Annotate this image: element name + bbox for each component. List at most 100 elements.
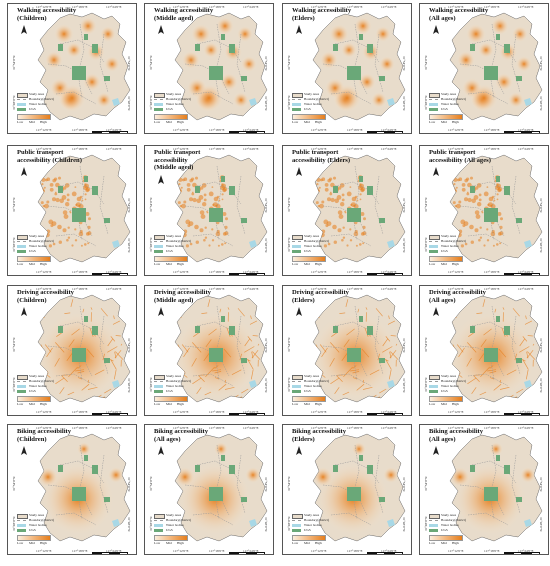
map-title: Walking accessibility (Middle aged) xyxy=(154,7,214,22)
legend-label: Study Area xyxy=(304,92,320,96)
legend-label: Boundary(district) xyxy=(304,97,330,101)
latitude-label: 31°48′0″N xyxy=(538,378,543,393)
scale-bar xyxy=(367,543,411,554)
longitude-label: 117°24′0″E xyxy=(518,5,534,9)
green-space xyxy=(359,34,363,40)
map-panel: Driving accessibility (Elders) 117°12′0″E… xyxy=(282,285,412,416)
scale-bar-segment xyxy=(522,413,531,415)
longitude-label: 117°24′0″E xyxy=(381,5,397,9)
district-boundary xyxy=(77,444,85,520)
park-swatch xyxy=(154,108,163,111)
green-space xyxy=(367,465,373,474)
ramp-label: Mid xyxy=(166,262,172,266)
district-boundary xyxy=(214,165,222,241)
district-boundary xyxy=(352,305,360,381)
green-space xyxy=(347,348,361,362)
ramp-label: Mid xyxy=(29,541,35,545)
legend-label: Boundary(district) xyxy=(304,239,330,243)
ramp-label: Mid xyxy=(441,402,447,406)
longitude-label: 117°24′0″E xyxy=(381,270,397,274)
park-swatch xyxy=(17,390,26,393)
ramp-label: Low xyxy=(17,120,24,124)
water-swatch xyxy=(17,524,26,527)
district-boundary xyxy=(236,315,246,375)
scale-bar xyxy=(504,543,548,554)
scale-bar-segment xyxy=(238,273,247,275)
scale-bar-segment xyxy=(229,413,238,415)
latitude-label: 31°54′0″N xyxy=(126,477,131,492)
latitude-label: 31°48′0″N xyxy=(149,237,153,252)
district-boundary xyxy=(192,91,234,105)
green-space xyxy=(470,465,475,472)
green-space xyxy=(84,316,88,322)
map-panel: Driving accessibility (Children) 117°12′0… xyxy=(7,285,137,416)
legend-label: Boundary(district) xyxy=(166,239,192,243)
green-space xyxy=(221,316,225,322)
water-body xyxy=(112,380,120,388)
north-arrow-icon xyxy=(433,25,439,35)
study-area-swatch xyxy=(292,514,303,519)
district-boundary xyxy=(99,175,109,235)
legend-label: UGS xyxy=(29,528,36,532)
district-boundary xyxy=(99,454,109,514)
map-title: Public transport accessibility (All ages… xyxy=(429,149,491,164)
green-space xyxy=(516,76,522,81)
map-panel: Biking accessibility (All ages) 117°12′0″… xyxy=(419,424,549,555)
longitude-label: 117°18′0″E xyxy=(484,426,500,430)
longitude-label: 117°18′0″E xyxy=(347,426,363,430)
latitude-label: 31°48′0″N xyxy=(401,96,406,111)
latitude-label: 31°48′0″N xyxy=(149,95,153,110)
longitude-label: 117°12′0″E xyxy=(311,410,327,414)
latitude-label: 31°54′0″N xyxy=(126,338,131,353)
scale-bar-segment xyxy=(385,131,394,133)
legend-label: Study Area xyxy=(166,374,182,378)
green-space xyxy=(104,358,110,363)
longitude-label: 117°12′0″E xyxy=(448,287,464,291)
longitude-label: 117°18′0″E xyxy=(484,270,500,274)
legend-color-ramp xyxy=(292,535,326,541)
ramp-label: Mid xyxy=(166,402,172,406)
longitude-label: 117°24′0″E xyxy=(106,549,122,553)
ramp-label: Low xyxy=(292,262,299,266)
scale-bar-segment xyxy=(385,413,394,415)
north-arrow-icon xyxy=(296,446,302,456)
longitude-label: 117°24′0″E xyxy=(106,147,122,151)
scale-bar-segment xyxy=(522,131,531,133)
district-boundary xyxy=(352,444,360,520)
scale-bar-segment xyxy=(119,413,128,415)
boundary-swatch xyxy=(292,381,301,382)
legend-label: Study Area xyxy=(29,513,45,517)
legend-label: Boundary(district) xyxy=(166,379,192,383)
park-swatch xyxy=(154,529,163,532)
district-boundary xyxy=(55,91,97,105)
study-area-swatch xyxy=(17,375,28,380)
legend-label: UGS xyxy=(304,528,311,532)
green-space xyxy=(241,497,247,502)
accessibility-map xyxy=(312,12,406,121)
study-area-swatch xyxy=(154,514,165,519)
ramp-label: Mid xyxy=(304,541,310,545)
legend-label: Water bodies xyxy=(166,102,184,106)
water-swatch xyxy=(154,385,163,388)
scale-bar-segment xyxy=(376,552,385,554)
legend-label: Boundary(district) xyxy=(441,518,467,522)
north-arrow-icon xyxy=(296,167,302,177)
legend-color-ramp xyxy=(154,114,188,120)
scale-bar-segment xyxy=(367,413,376,415)
longitude-label: 117°24′0″E xyxy=(106,287,122,291)
legend-label: Water bodies xyxy=(441,244,459,248)
ramp-label: High xyxy=(40,120,47,124)
green-space xyxy=(359,176,363,182)
legend-label: Boundary(district) xyxy=(29,97,55,101)
ramp-label: Low xyxy=(17,262,24,266)
longitude-label: 117°24′0″E xyxy=(243,5,259,9)
ramp-label: Mid xyxy=(29,262,35,266)
study-area-swatch xyxy=(154,375,165,380)
scale-bar-segment xyxy=(513,413,522,415)
latitude-label: 31°54′0″N xyxy=(263,338,268,353)
scale-bar-segment xyxy=(256,552,265,554)
scale-bar-segment xyxy=(367,131,376,133)
longitude-label: 117°12′0″E xyxy=(173,549,189,553)
legend-label: Study Area xyxy=(441,92,457,96)
